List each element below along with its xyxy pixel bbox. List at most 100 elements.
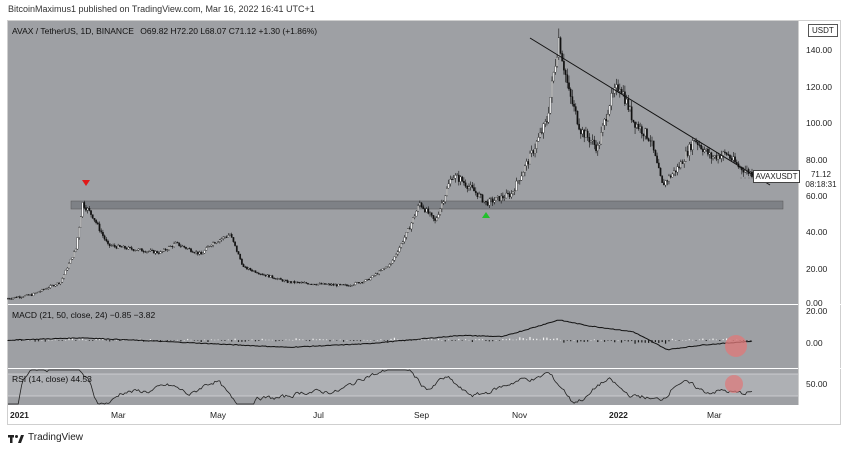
- macd-hist-bar: [197, 340, 199, 341]
- candle-body: [718, 155, 721, 159]
- macd-hist-bar: [78, 339, 80, 341]
- candle-body: [69, 258, 72, 264]
- candle-body: [590, 140, 592, 143]
- candle-body: [27, 294, 30, 296]
- macd-hist-bar: [427, 339, 429, 341]
- candle-body: [346, 284, 348, 286]
- macd-hist-bar: [573, 339, 575, 341]
- candle-body: [496, 195, 499, 198]
- candle-body: [663, 182, 665, 186]
- macd-hist-bar: [387, 340, 389, 342]
- candle-body: [269, 275, 272, 278]
- candle-body: [196, 251, 199, 255]
- candle-body: [30, 294, 33, 296]
- macd-hist-bar: [92, 340, 94, 341]
- candle-body: [624, 91, 626, 104]
- candle-body: [525, 161, 528, 167]
- macd-hist-bar: [20, 340, 23, 341]
- macd-hist-bar: [502, 339, 504, 341]
- currency-badge[interactable]: USDT: [808, 24, 838, 37]
- macd-hist-bar: [275, 340, 277, 342]
- rsi-value: 44.53: [70, 374, 92, 384]
- candle-body: [251, 269, 253, 272]
- candle-body: [273, 277, 275, 279]
- candle-body: [537, 137, 540, 142]
- candle-body: [188, 248, 191, 250]
- macd-hist-bar: [576, 340, 579, 343]
- candle-body: [678, 166, 680, 168]
- macd-hist-bar: [359, 340, 362, 342]
- footer-brand-text: TradingView: [28, 432, 84, 443]
- candle-body: [163, 249, 165, 252]
- candle-body: [66, 267, 69, 271]
- candle-body: [393, 256, 396, 261]
- candle-body: [76, 237, 79, 250]
- macd-hist-bar: [105, 340, 107, 341]
- candle-body: [547, 113, 550, 123]
- candle-body: [408, 228, 411, 230]
- candle-body: [474, 190, 477, 193]
- macd-hist-bar: [434, 339, 436, 341]
- macd-hist-bar: [536, 338, 538, 341]
- candle-body: [717, 155, 719, 160]
- candle-body: [347, 285, 350, 287]
- candle-body: [657, 162, 660, 169]
- candle-body: [425, 208, 428, 213]
- candle-body: [698, 144, 701, 146]
- macd-hist-bar: [685, 340, 687, 341]
- candle-body: [103, 235, 106, 240]
- candle-body: [724, 151, 726, 153]
- candle-body: [452, 178, 455, 180]
- candle-body: [715, 155, 718, 160]
- macd-hist-bar: [278, 340, 280, 341]
- footer-brand[interactable]: TradingView: [8, 432, 83, 443]
- candle-body: [320, 283, 323, 285]
- macd-values: −0.85 −3.82: [109, 310, 156, 320]
- candle-body: [268, 274, 270, 278]
- candle-body: [232, 237, 235, 242]
- candle-body: [132, 249, 135, 251]
- candle-body: [366, 278, 369, 280]
- candle-body: [664, 180, 667, 186]
- candle-body: [46, 288, 48, 290]
- macd-hist-bar: [464, 339, 467, 341]
- macd-hist-bar: [180, 340, 182, 342]
- macd-hist-bar: [268, 339, 270, 341]
- macd-hist-bar: [498, 340, 501, 341]
- ohlc-change: +1.30 (+1.86%): [258, 26, 318, 36]
- macd-hist-bar: [492, 340, 494, 342]
- macd-hist-bar: [254, 340, 257, 342]
- candle-body: [59, 281, 62, 284]
- candle-body: [115, 246, 118, 249]
- candle-body: [190, 248, 192, 252]
- candle-body: [113, 245, 116, 247]
- candle-body: [291, 281, 294, 283]
- candle-body: [288, 281, 291, 283]
- candle-body: [568, 82, 570, 90]
- candle-body: [8, 298, 11, 300]
- candle-body: [215, 242, 218, 244]
- macd-hist-bar: [580, 340, 582, 342]
- macd-hist-bar: [95, 339, 97, 341]
- candle-body: [546, 121, 548, 123]
- candle-body: [402, 241, 404, 244]
- candle-body: [659, 167, 662, 176]
- macd-hist-bar: [532, 338, 534, 341]
- candle-body: [708, 152, 711, 155]
- macd-hist-bar: [410, 340, 412, 341]
- candle-body: [57, 282, 60, 284]
- candle-body: [642, 133, 645, 137]
- candle-body: [630, 106, 633, 121]
- candle-body: [674, 170, 677, 173]
- candle-body: [364, 279, 367, 282]
- candle-body: [639, 126, 641, 130]
- rsi-line: [8, 369, 753, 405]
- time-axis-label: Mar: [707, 410, 722, 420]
- candle-body: [588, 137, 591, 143]
- candle-body: [142, 251, 145, 252]
- candle-body: [385, 266, 387, 269]
- candle-body: [729, 155, 731, 159]
- candle-body: [513, 190, 516, 192]
- candle-body: [432, 215, 435, 219]
